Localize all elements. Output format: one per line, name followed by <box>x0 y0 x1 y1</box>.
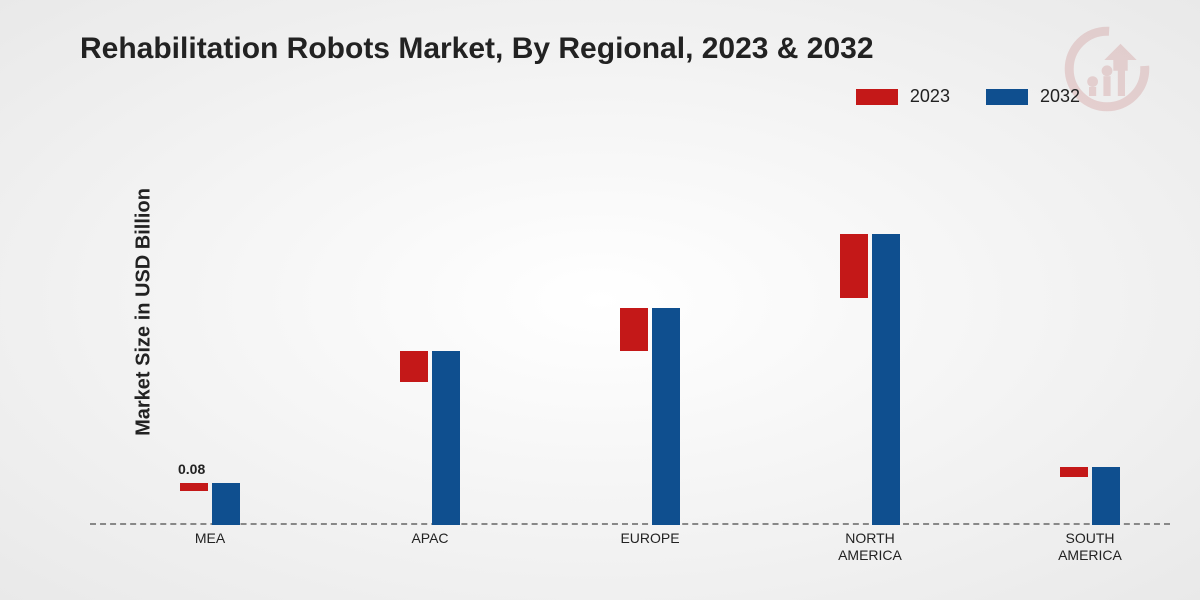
bar-2023 <box>840 234 868 297</box>
x-tick-label: APAC <box>360 530 500 547</box>
legend-item-2023: 2023 <box>856 86 950 107</box>
bar-2032 <box>432 351 460 525</box>
bar-2032 <box>212 483 240 525</box>
bar-2032 <box>652 308 680 525</box>
bar-2023 <box>1060 467 1088 478</box>
bar-2023 <box>400 351 428 383</box>
bar-2023 <box>180 483 208 491</box>
legend: 2023 2032 <box>856 86 1080 107</box>
x-tick-label: NORTHAMERICA <box>800 530 940 564</box>
x-tick-label: MEA <box>140 530 280 547</box>
bar-group <box>1020 467 1160 525</box>
legend-item-2032: 2032 <box>986 86 1080 107</box>
bar-group <box>800 234 940 525</box>
bar-group <box>140 483 280 525</box>
legend-swatch-2032 <box>986 89 1028 105</box>
bar-2032 <box>1092 467 1120 525</box>
chart-container: Rehabilitation Robots Market, By Regiona… <box>0 0 1200 600</box>
chart-title: Rehabilitation Robots Market, By Regiona… <box>80 32 874 66</box>
legend-swatch-2023 <box>856 89 898 105</box>
plot-area: 0.08 <box>90 155 1170 525</box>
bar-value-label: 0.08 <box>178 461 205 477</box>
bar-group <box>360 351 500 525</box>
x-tick-label: SOUTHAMERICA <box>1020 530 1160 564</box>
bar-2023 <box>620 308 648 350</box>
legend-label-2032: 2032 <box>1040 86 1080 107</box>
bar-group <box>580 308 720 525</box>
bar-2032 <box>872 234 900 525</box>
x-tick-label: EUROPE <box>580 530 720 547</box>
legend-label-2023: 2023 <box>910 86 950 107</box>
x-axis-labels: MEA APAC EUROPE NORTHAMERICA SOUTHAMERICA <box>90 530 1170 570</box>
